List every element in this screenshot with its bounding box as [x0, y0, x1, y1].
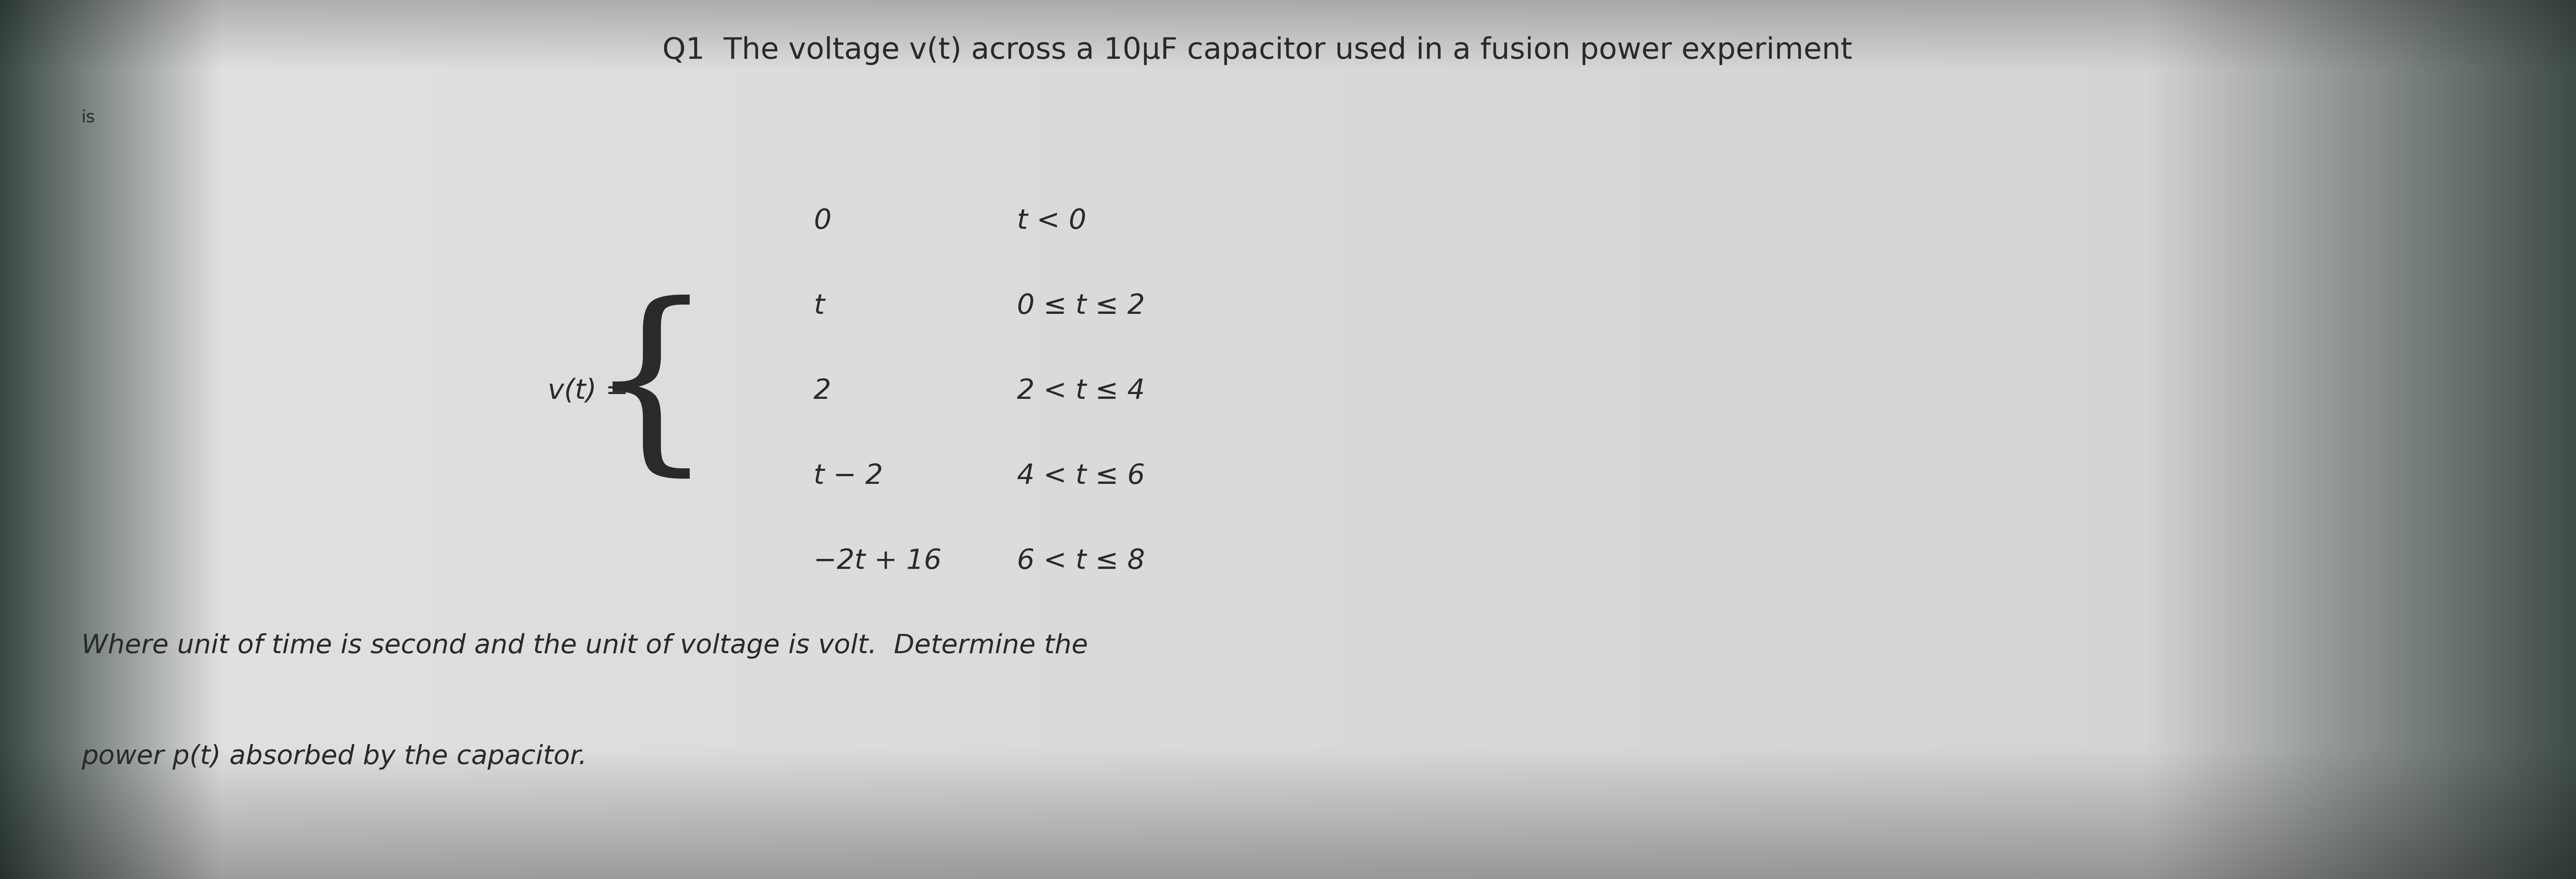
Text: −2t + 16: −2t + 16	[814, 548, 943, 574]
Text: v(t) =: v(t) =	[549, 378, 629, 404]
Text: 0: 0	[814, 207, 832, 235]
Text: 2: 2	[814, 378, 832, 404]
Text: {: {	[587, 294, 714, 488]
Text: 4 < t ≤ 6: 4 < t ≤ 6	[1018, 462, 1144, 490]
Text: is: is	[82, 109, 95, 126]
Text: Q1  The voltage v(t) across a 10μF capacitor used in a fusion power experiment: Q1 The voltage v(t) across a 10μF capaci…	[662, 36, 1852, 65]
Text: t < 0: t < 0	[1018, 207, 1087, 235]
Text: 6 < t ≤ 8: 6 < t ≤ 8	[1018, 548, 1144, 574]
Text: power p(t) absorbed by the capacitor.: power p(t) absorbed by the capacitor.	[82, 745, 587, 770]
Text: t − 2: t − 2	[814, 462, 884, 490]
Text: t: t	[814, 293, 824, 319]
Text: 2 < t ≤ 4: 2 < t ≤ 4	[1018, 378, 1144, 404]
Text: Where unit of time is second and the unit of voltage is volt.  Determine the: Where unit of time is second and the uni…	[82, 634, 1087, 659]
Text: 0 ≤ t ≤ 2: 0 ≤ t ≤ 2	[1018, 293, 1144, 319]
